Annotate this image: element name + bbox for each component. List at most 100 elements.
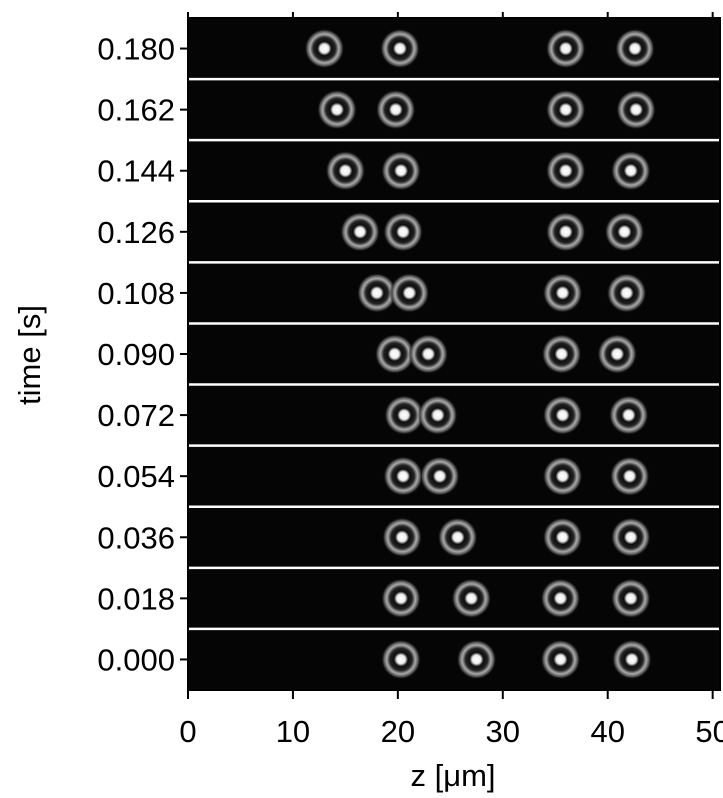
y-tick-label: 0.162 bbox=[97, 93, 175, 128]
particle bbox=[451, 578, 492, 619]
particle bbox=[389, 272, 430, 313]
particle bbox=[545, 211, 586, 252]
y-tick-label: 0.072 bbox=[97, 398, 175, 433]
particle-core bbox=[402, 285, 417, 300]
particle-core bbox=[394, 163, 409, 178]
particle-core bbox=[623, 530, 638, 545]
x-tick-label: 50 bbox=[695, 714, 723, 749]
particle-core bbox=[450, 530, 465, 545]
particle-core bbox=[369, 285, 384, 300]
particle-core bbox=[629, 102, 644, 117]
particle-core bbox=[464, 591, 479, 606]
particle bbox=[382, 517, 423, 558]
particle-core bbox=[392, 41, 407, 56]
particle-core bbox=[555, 285, 570, 300]
particle-core bbox=[621, 408, 636, 423]
particle-core bbox=[553, 591, 568, 606]
particle bbox=[545, 89, 586, 130]
particle bbox=[317, 89, 358, 130]
particle bbox=[609, 456, 650, 497]
particle bbox=[597, 334, 638, 374]
particle-core bbox=[394, 652, 409, 667]
particle-core bbox=[396, 224, 411, 239]
particle bbox=[610, 150, 651, 191]
particle bbox=[542, 456, 583, 497]
particle-core bbox=[469, 652, 484, 667]
y-tick-label: 0.018 bbox=[97, 581, 175, 616]
particle-core bbox=[395, 530, 410, 545]
particle bbox=[383, 211, 424, 252]
particle-core bbox=[558, 224, 573, 239]
particle-core bbox=[558, 163, 573, 178]
particle bbox=[375, 89, 416, 130]
particle bbox=[304, 28, 345, 69]
particle-core bbox=[432, 469, 447, 484]
particle bbox=[541, 334, 582, 374]
particle bbox=[545, 28, 586, 69]
particle-core bbox=[387, 347, 402, 361]
particle-core bbox=[624, 652, 639, 667]
particle bbox=[437, 517, 478, 558]
particle bbox=[542, 517, 583, 558]
particle bbox=[384, 395, 425, 436]
y-tick-label: 0.090 bbox=[97, 337, 175, 372]
particle bbox=[381, 578, 422, 619]
particle bbox=[381, 639, 422, 680]
x-tick-label: 20 bbox=[381, 714, 415, 749]
particle-core bbox=[553, 652, 568, 667]
particle bbox=[456, 639, 497, 680]
x-tick-label: 40 bbox=[590, 714, 624, 749]
particle bbox=[608, 395, 649, 436]
particle-core bbox=[397, 408, 412, 423]
particle bbox=[408, 334, 449, 374]
y-tick-label: 0.054 bbox=[97, 459, 175, 494]
particle-core bbox=[555, 469, 570, 484]
particle-core bbox=[330, 102, 345, 117]
particle-core bbox=[430, 408, 445, 423]
particle-core bbox=[622, 469, 637, 484]
particle-core bbox=[558, 41, 573, 56]
y-axis-label: time [s] bbox=[12, 305, 47, 405]
x-axis-label: z [μm] bbox=[410, 758, 495, 793]
particle-core bbox=[558, 102, 573, 117]
particle-core bbox=[555, 408, 570, 423]
y-tick-label: 0.000 bbox=[97, 642, 175, 677]
y-tick-label: 0.108 bbox=[97, 276, 175, 311]
particle bbox=[611, 639, 652, 680]
y-tick-label: 0.036 bbox=[97, 520, 175, 555]
particle-core bbox=[617, 224, 632, 239]
particle bbox=[540, 578, 581, 619]
particle-core bbox=[623, 591, 638, 606]
y-tick-label: 0.144 bbox=[97, 154, 175, 189]
particle-core bbox=[394, 591, 409, 606]
particle-core bbox=[421, 347, 436, 361]
particle bbox=[374, 334, 415, 374]
particle bbox=[604, 211, 645, 252]
y-tick-label: 0.126 bbox=[97, 215, 175, 250]
particle bbox=[540, 639, 581, 680]
particle-core bbox=[317, 41, 332, 56]
particle-core bbox=[396, 469, 411, 484]
particle bbox=[610, 578, 651, 619]
particle bbox=[325, 150, 366, 191]
particle bbox=[383, 456, 424, 497]
particle-core bbox=[619, 285, 634, 300]
particle bbox=[542, 395, 583, 436]
particle bbox=[610, 517, 651, 558]
particle bbox=[616, 89, 657, 130]
particle-core bbox=[554, 347, 569, 361]
particle-core bbox=[338, 163, 353, 178]
particle bbox=[542, 272, 583, 313]
x-tick-label: 10 bbox=[276, 714, 310, 749]
particle bbox=[340, 211, 381, 252]
x-tick-label: 0 bbox=[179, 714, 196, 749]
particle-core bbox=[610, 347, 625, 361]
x-tick-label: 30 bbox=[486, 714, 520, 749]
particle bbox=[615, 28, 656, 69]
particle bbox=[356, 272, 397, 313]
particle-core bbox=[623, 163, 638, 178]
particle bbox=[379, 28, 420, 69]
particle bbox=[381, 150, 422, 191]
particle-core bbox=[628, 41, 643, 56]
